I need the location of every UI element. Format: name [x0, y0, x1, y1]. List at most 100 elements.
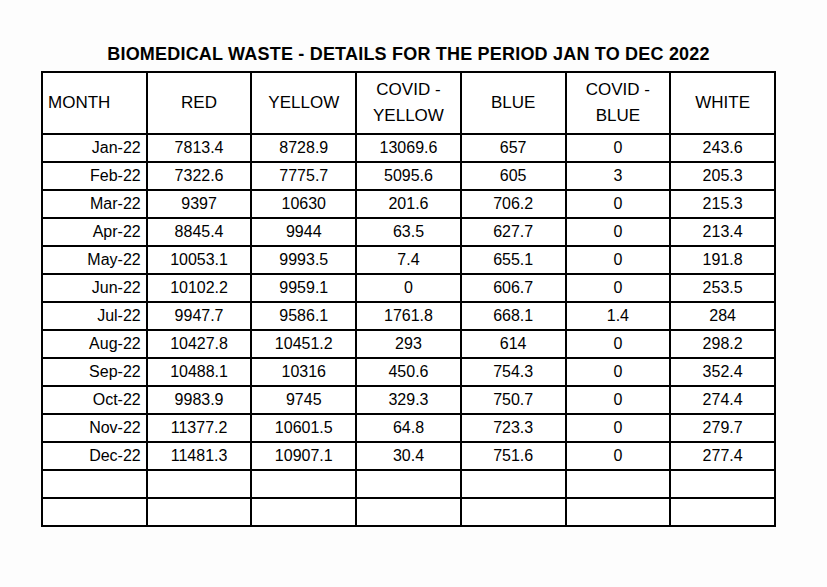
- value-cell: 0: [566, 442, 671, 470]
- table-row: Jul-229947.79586.11761.8668.11.4284: [42, 302, 775, 330]
- table-row: Jan-227813.48728.913069.66570243.6: [42, 134, 775, 162]
- table-body: Jan-227813.48728.913069.66570243.6Feb-22…: [42, 134, 775, 526]
- value-cell: 0: [356, 274, 461, 302]
- value-cell: 0: [566, 414, 671, 442]
- biomedical-waste-table: MONTHREDYELLOWCOVID - YELLOWBLUECOVID - …: [41, 71, 776, 527]
- header-row: MONTHREDYELLOWCOVID - YELLOWBLUECOVID - …: [42, 72, 775, 134]
- value-cell: 9993.5: [251, 246, 356, 274]
- value-cell: 723.3: [461, 414, 566, 442]
- value-cell: 606.7: [461, 274, 566, 302]
- value-cell: 298.2: [670, 330, 775, 358]
- column-header-covid-blue: COVID - BLUE: [566, 72, 671, 134]
- value-cell: 0: [566, 358, 671, 386]
- table-row: Feb-227322.67775.75095.66053205.3: [42, 162, 775, 190]
- value-cell: 284: [670, 302, 775, 330]
- value-cell: 0: [566, 274, 671, 302]
- month-cell: Feb-22: [42, 162, 147, 190]
- month-cell: Aug-22: [42, 330, 147, 358]
- empty-cell: [147, 470, 252, 498]
- value-cell: 10316: [251, 358, 356, 386]
- empty-cell: [461, 470, 566, 498]
- empty-cell: [251, 470, 356, 498]
- value-cell: 655.1: [461, 246, 566, 274]
- table-row: Apr-228845.4994463.5627.70213.4: [42, 218, 775, 246]
- value-cell: 0: [566, 218, 671, 246]
- value-cell: 7813.4: [147, 134, 252, 162]
- table-row: Nov-2211377.210601.564.8723.30279.7: [42, 414, 775, 442]
- value-cell: 751.6: [461, 442, 566, 470]
- month-cell: May-22: [42, 246, 147, 274]
- value-cell: 7775.7: [251, 162, 356, 190]
- value-cell: 13069.6: [356, 134, 461, 162]
- table-row: Sep-2210488.110316450.6754.30352.4: [42, 358, 775, 386]
- column-header-yellow: YELLOW: [251, 72, 356, 134]
- month-cell: Nov-22: [42, 414, 147, 442]
- table-row: Oct-229983.99745329.3750.70274.4: [42, 386, 775, 414]
- empty-cell: [42, 470, 147, 498]
- table-row: Jun-2210102.29959.10606.70253.5: [42, 274, 775, 302]
- value-cell: 0: [566, 134, 671, 162]
- page-title: BIOMEDICAL WASTE - DETAILS FOR THE PERIO…: [41, 44, 776, 65]
- table-row: Mar-22939710630201.6706.20215.3: [42, 190, 775, 218]
- column-header-white: WHITE: [670, 72, 775, 134]
- empty-cell: [566, 470, 671, 498]
- value-cell: 11377.2: [147, 414, 252, 442]
- empty-cell: [461, 498, 566, 526]
- empty-cell: [251, 498, 356, 526]
- value-cell: 10630: [251, 190, 356, 218]
- value-cell: 11481.3: [147, 442, 252, 470]
- value-cell: 657: [461, 134, 566, 162]
- value-cell: 30.4: [356, 442, 461, 470]
- value-cell: 0: [566, 386, 671, 414]
- column-header-blue: BLUE: [461, 72, 566, 134]
- value-cell: 754.3: [461, 358, 566, 386]
- column-header-red: RED: [147, 72, 252, 134]
- value-cell: 7322.6: [147, 162, 252, 190]
- month-cell: Jun-22: [42, 274, 147, 302]
- value-cell: 201.6: [356, 190, 461, 218]
- value-cell: 605: [461, 162, 566, 190]
- value-cell: 10053.1: [147, 246, 252, 274]
- value-cell: 274.4: [670, 386, 775, 414]
- value-cell: 0: [566, 330, 671, 358]
- table-row: May-2210053.19993.57.4655.10191.8: [42, 246, 775, 274]
- value-cell: 627.7: [461, 218, 566, 246]
- value-cell: 329.3: [356, 386, 461, 414]
- value-cell: 10488.1: [147, 358, 252, 386]
- value-cell: 9944: [251, 218, 356, 246]
- empty-cell: [670, 470, 775, 498]
- value-cell: 10907.1: [251, 442, 356, 470]
- value-cell: 0: [566, 190, 671, 218]
- value-cell: 706.2: [461, 190, 566, 218]
- value-cell: 277.4: [670, 442, 775, 470]
- value-cell: 8845.4: [147, 218, 252, 246]
- table-row: Dec-2211481.310907.130.4751.60277.4: [42, 442, 775, 470]
- value-cell: 253.5: [670, 274, 775, 302]
- value-cell: 9947.7: [147, 302, 252, 330]
- value-cell: 9586.1: [251, 302, 356, 330]
- column-header-month: MONTH: [42, 72, 147, 134]
- value-cell: 213.4: [670, 218, 775, 246]
- empty-cell: [147, 498, 252, 526]
- value-cell: 279.7: [670, 414, 775, 442]
- value-cell: 10102.2: [147, 274, 252, 302]
- value-cell: 293: [356, 330, 461, 358]
- value-cell: 8728.9: [251, 134, 356, 162]
- value-cell: 10451.2: [251, 330, 356, 358]
- value-cell: 10427.8: [147, 330, 252, 358]
- value-cell: 9745: [251, 386, 356, 414]
- value-cell: 1.4: [566, 302, 671, 330]
- value-cell: 64.8: [356, 414, 461, 442]
- value-cell: 750.7: [461, 386, 566, 414]
- value-cell: 191.8: [670, 246, 775, 274]
- month-cell: Oct-22: [42, 386, 147, 414]
- value-cell: 63.5: [356, 218, 461, 246]
- value-cell: 614: [461, 330, 566, 358]
- value-cell: 7.4: [356, 246, 461, 274]
- empty-cell: [42, 498, 147, 526]
- value-cell: 5095.6: [356, 162, 461, 190]
- empty-cell: [566, 498, 671, 526]
- value-cell: 9983.9: [147, 386, 252, 414]
- month-cell: Jul-22: [42, 302, 147, 330]
- value-cell: 352.4: [670, 358, 775, 386]
